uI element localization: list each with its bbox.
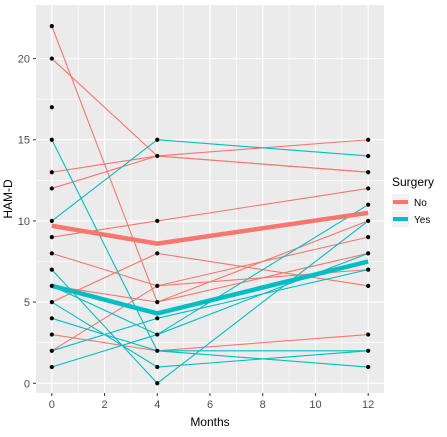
data-point (155, 316, 160, 321)
data-point (366, 153, 371, 159)
data-point (366, 202, 371, 207)
y-tick-label: 20 (18, 54, 30, 66)
data-point (155, 251, 160, 256)
data-point (366, 348, 371, 353)
data-point (366, 218, 371, 224)
y-tick-label: 10 (18, 216, 30, 228)
data-point (366, 364, 371, 370)
data-point (155, 299, 160, 305)
x-tick-label: 8 (260, 399, 266, 411)
data-point (49, 332, 54, 337)
data-point (49, 283, 54, 288)
y-axis-title: HAM-D (1, 179, 15, 219)
data-point (155, 348, 160, 353)
legend-label-yes: Yes (414, 215, 430, 226)
y-tick-label: 0 (24, 378, 30, 390)
data-point (366, 186, 371, 191)
x-tick-label: 4 (154, 399, 160, 411)
legend-label-no: No (414, 198, 427, 209)
data-point (366, 283, 371, 288)
data-point (366, 332, 371, 337)
data-point (155, 283, 160, 288)
x-tick-label: 12 (362, 399, 374, 411)
data-point (155, 364, 160, 370)
data-point (155, 137, 160, 142)
data-point (366, 267, 371, 272)
data-point (49, 235, 54, 240)
data-point (155, 381, 160, 386)
x-tick-label: 6 (207, 399, 213, 411)
data-point (49, 170, 54, 175)
data-points (49, 24, 371, 386)
data-point (49, 251, 54, 256)
axes: 0 2 4 6 8 10 12 0 5 10 15 20 (18, 54, 375, 411)
data-point (49, 186, 54, 191)
y-tick-label: 5 (24, 297, 30, 309)
data-point (49, 364, 54, 370)
x-axis-title: Months (190, 415, 229, 429)
mean-lines (51, 210, 369, 316)
legend: Surgery No Yes (392, 175, 434, 227)
data-point (49, 267, 54, 272)
data-point (366, 235, 371, 240)
y-tick-label: 15 (18, 135, 30, 147)
data-point (49, 348, 54, 353)
data-point (155, 218, 160, 224)
x-tick-label: 10 (309, 399, 321, 411)
data-point (366, 137, 371, 142)
x-tick-label: 2 (101, 399, 107, 411)
data-point (49, 137, 54, 142)
data-point (49, 316, 54, 321)
mean-line-no (51, 210, 369, 246)
data-point (49, 105, 54, 110)
legend-title: Surgery (392, 175, 434, 189)
data-point (49, 56, 54, 61)
data-point (49, 24, 54, 29)
data-point (155, 153, 160, 159)
data-point (49, 218, 54, 224)
mean-line-yes (51, 259, 369, 316)
data-point (366, 170, 371, 175)
data-point (155, 332, 160, 337)
x-tick-label: 0 (49, 399, 55, 411)
data-point (49, 299, 54, 305)
data-point (366, 251, 371, 256)
